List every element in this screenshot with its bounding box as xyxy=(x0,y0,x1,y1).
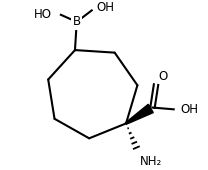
Text: OH: OH xyxy=(181,103,199,116)
Polygon shape xyxy=(126,104,153,124)
Text: NH₂: NH₂ xyxy=(140,155,162,168)
Text: O: O xyxy=(159,70,168,83)
Text: B: B xyxy=(73,15,81,28)
Text: HO: HO xyxy=(34,8,52,21)
Text: OH: OH xyxy=(96,1,114,14)
